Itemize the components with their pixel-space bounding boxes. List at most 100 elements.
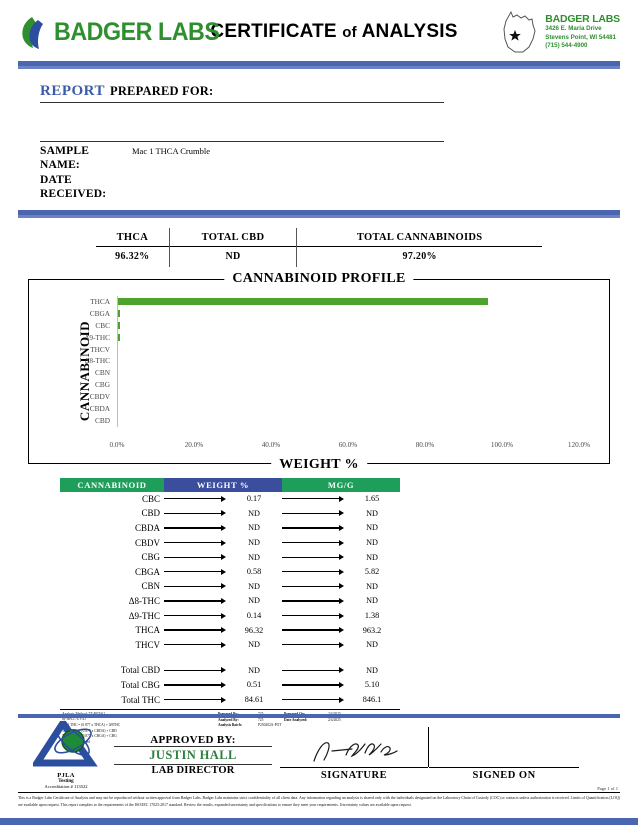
date-received-row: DATE RECEIVED:	[40, 173, 598, 202]
brand-logo: BADGER LABS	[18, 15, 220, 49]
meta-cell: Date Analyzed:	[284, 717, 308, 722]
row-arrow-icon	[164, 612, 226, 619]
meta-cell: 2/4/2025	[328, 717, 341, 722]
footnote-line: Total THC = (0.877 x THCA) + Δ9THC	[62, 722, 121, 727]
chart-category-label: Δ8-THC	[84, 356, 110, 366]
header-divider	[18, 61, 620, 66]
results-total-row: Total CBD ND ND	[60, 663, 400, 678]
results-row: CBGA 0.58 5.82	[60, 564, 400, 579]
row-weight-value: ND	[248, 665, 260, 675]
chart-x-tick: 0.0%	[109, 440, 125, 449]
sample-name-value: Mac 1 THCA Crumble	[132, 146, 210, 156]
sample-name-row: SAMPLE NAME: Mac 1 THCA Crumble	[40, 144, 598, 173]
row-analyte-name: Total CBD	[120, 665, 160, 676]
chart-plot-area: THCA CBGA CBC Δ9-THC THCV Δ8-THC CBN CBG CBDV CBD…	[85, 295, 590, 449]
row-arrow-icon	[164, 597, 226, 604]
meta-cell: 725	[258, 712, 284, 718]
row-arrow-icon	[282, 495, 344, 502]
page-number: Page 1 of 1	[597, 786, 618, 791]
wisconsin-map-icon	[503, 10, 536, 53]
brand-name: BADGER LABS	[54, 17, 220, 46]
summary-header-total-cbd: TOTAL CBD	[168, 227, 297, 246]
row-weight-value: 96.32	[244, 625, 264, 635]
row-analyte-name: CBG	[141, 552, 160, 563]
signature-line	[280, 767, 428, 768]
title-certificate: CERTIFICATE	[210, 21, 337, 42]
signature-area: SIGNATURE SIGNED ON	[272, 727, 620, 781]
row-analyte-name: CBN	[141, 581, 160, 592]
lab-street: 3426 E. Maria Drive	[545, 25, 602, 33]
analysis-meta-notes: Prepared By:725Prepared On:2/4/2025Analy…	[218, 712, 368, 745]
date-received-label: DATE RECEIVED:	[40, 173, 107, 201]
footnote-line: Analysis Method: TT-POT-01	[62, 712, 202, 718]
results-row: CBDV ND ND	[60, 535, 400, 550]
row-analyte-name: Δ9-THC	[128, 610, 160, 621]
row-arrow-icon	[282, 597, 344, 604]
pjla-logo-icon	[30, 716, 98, 767]
row-analyte-name: THCA	[135, 625, 161, 636]
results-row: CBG ND ND	[60, 550, 400, 565]
row-mgg-value: ND	[366, 552, 378, 562]
chart-x-tick: 100.0%	[490, 440, 514, 449]
row-weight-value: ND	[248, 596, 260, 606]
results-row: CBDA ND ND	[60, 521, 400, 536]
approver-role: LAB DIRECTOR	[151, 765, 235, 776]
chart-category-label: CBGA	[89, 308, 110, 318]
chart-bar	[118, 321, 120, 329]
chart-x-tick: 80.0%	[415, 440, 435, 449]
meta-cell: Prepared By:	[218, 712, 258, 718]
footnote-line: by HPLC-UV/D	[62, 717, 86, 722]
chart-category-label: CBD	[94, 416, 110, 426]
signed-on-label: SIGNED ON	[472, 770, 536, 781]
signed-on-line	[429, 767, 580, 768]
row-analyte-name: CBC	[141, 493, 160, 504]
summary-value-row: 96.32% ND 97.20%	[96, 246, 542, 267]
row-mgg-value: 5.10	[364, 680, 380, 690]
row-mgg-value: ND	[366, 581, 378, 591]
page-footer: PJLA Testing Accreditation # 113522 APPR…	[18, 716, 620, 789]
results-row: Δ9-THC 0.14 1.38	[60, 608, 400, 623]
row-mgg-value: ND	[366, 508, 378, 518]
summary-value-total-cbd: ND	[168, 246, 297, 267]
row-arrow-icon	[282, 627, 344, 634]
footnote-line: Total CBG = (0.877 x CBGA) + CBG	[62, 734, 117, 739]
page-title: CERTIFICATE of ANALYSIS	[208, 21, 460, 43]
row-arrow-icon	[282, 696, 344, 703]
footer-divider	[18, 714, 620, 718]
lab-city-state: Stevens Point, WI 54481	[545, 33, 617, 41]
summary-value-total-cannabinoids: 97.20%	[296, 246, 542, 267]
summary-table: THCA TOTAL CBD TOTAL CANNABINOIDS 96.32%…	[96, 227, 542, 267]
row-weight-value: ND	[248, 552, 260, 562]
meta-row: Analysis Batch: P250202A-POT	[218, 723, 368, 729]
meta-cell: Prepared On:	[284, 712, 328, 718]
row-mgg-value: 963.2	[362, 625, 382, 635]
row-analyte-name: CBGA	[134, 566, 160, 577]
row-weight-value: ND	[248, 523, 260, 533]
chart-category-label: CBG	[94, 380, 110, 390]
row-arrow-icon	[282, 612, 344, 619]
row-arrow-icon	[282, 681, 344, 688]
row-analyte-name: THCV	[135, 639, 161, 650]
chart-bar-row	[118, 319, 579, 331]
row-arrow-icon	[164, 554, 226, 561]
page-header: BADGER LABS CERTIFICATE of ANALYSIS BADG…	[18, 0, 620, 58]
results-row: CBD ND ND	[60, 506, 400, 521]
client-info-blank	[40, 103, 598, 141]
row-arrow-icon	[164, 696, 226, 703]
row-arrow-icon	[282, 667, 344, 674]
row-weight-value: ND	[248, 581, 260, 591]
row-arrow-icon	[282, 641, 344, 648]
chart-bar-row	[118, 403, 579, 415]
summary-header-total-cannabinoids: TOTAL CANNABINOIDS	[296, 227, 542, 246]
chart-category-label: CBN	[94, 368, 110, 378]
lab-address-text: BADGER LABS 3426 E. Maria Drive Stevens …	[545, 13, 620, 50]
row-arrow-icon	[164, 539, 226, 546]
chart-title: CANNABINOID PROFILE	[224, 270, 414, 287]
chart-bar-row	[118, 307, 579, 319]
sample-info: SAMPLE NAME: Mac 1 THCA Crumble DATE REC…	[18, 142, 620, 202]
chart-category-label: THCV	[90, 344, 110, 354]
row-mgg-value: ND	[366, 523, 378, 533]
row-mgg-value: 5.82	[364, 567, 380, 577]
disclaimer-divider	[18, 792, 620, 793]
